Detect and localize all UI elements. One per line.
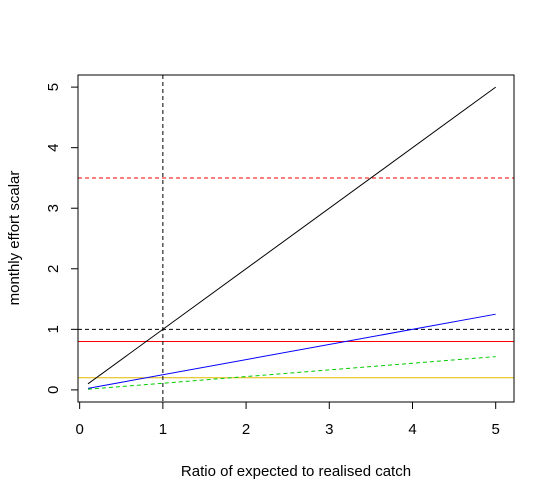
x-tick-label-3: 3 xyxy=(325,421,333,438)
y-tick-label-2: 2 xyxy=(45,265,62,273)
axes: 0 1 2 3 4 5 0 1 2 3 4 5 xyxy=(45,83,500,438)
y-tick-label-0: 0 xyxy=(45,386,62,394)
x-tick-label-5: 5 xyxy=(492,421,500,438)
plot-marks xyxy=(78,75,514,402)
series-line-0 xyxy=(87,86,496,385)
x-tick-label-4: 4 xyxy=(408,421,416,438)
y-axis-label: monthly effort scalar xyxy=(6,171,23,306)
y-tick-label-5: 5 xyxy=(45,83,62,91)
plot-frame xyxy=(77,74,515,403)
x-tick-label-1: 1 xyxy=(159,421,167,438)
y-tick-label-3: 3 xyxy=(45,204,62,212)
x-axis-label: Ratio of expected to realised catch xyxy=(181,463,411,480)
series-line-1 xyxy=(87,313,496,389)
x-tick-label-2: 2 xyxy=(242,421,250,438)
y-tick-label-1: 1 xyxy=(45,325,62,333)
series-line-2 xyxy=(87,356,496,390)
y-tick-label-4: 4 xyxy=(45,143,62,151)
x-tick-label-0: 0 xyxy=(75,421,83,438)
